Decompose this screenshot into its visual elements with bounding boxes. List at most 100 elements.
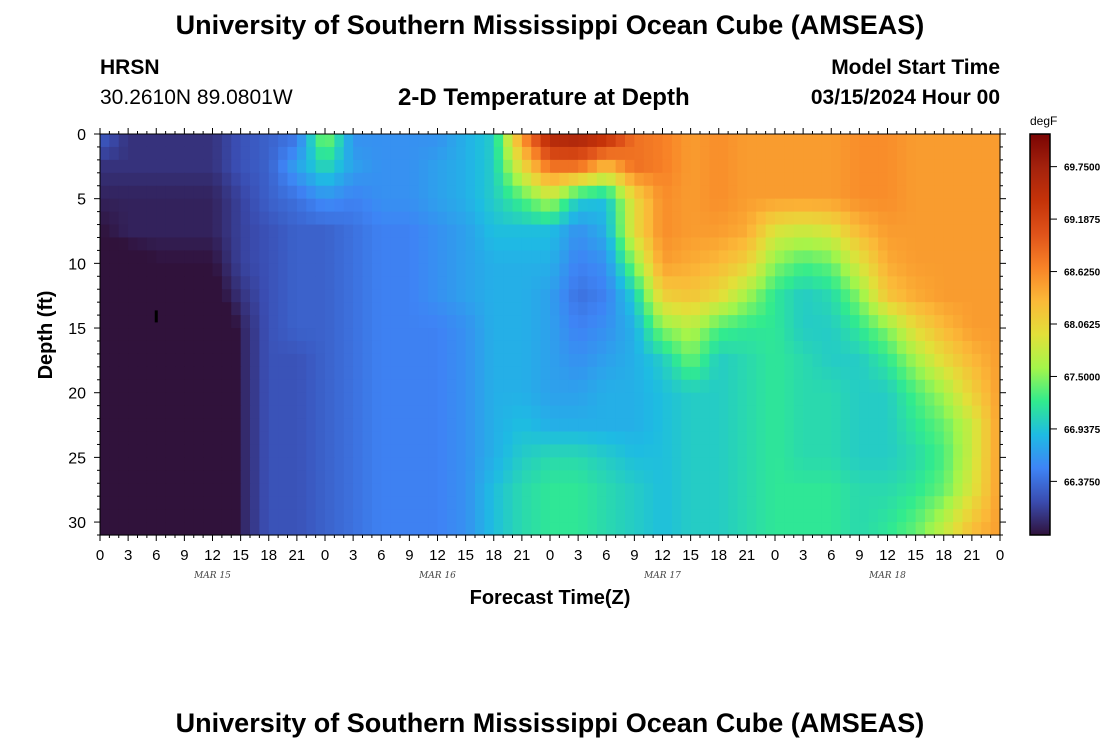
heatmap-cell	[193, 211, 204, 226]
heatmap-cell	[550, 522, 560, 536]
heatmap-cell	[765, 146, 776, 161]
heatmap-cell	[493, 328, 504, 342]
heatmap-cell	[587, 509, 598, 523]
heatmap-cell	[840, 224, 851, 239]
heatmap-cell	[156, 315, 167, 329]
heatmap-cell	[231, 172, 242, 187]
heatmap-cell	[953, 263, 964, 277]
heatmap-cell	[859, 159, 870, 174]
heatmap-cell	[521, 237, 532, 252]
heatmap-cell	[325, 224, 335, 239]
heatmap-cell	[878, 302, 889, 316]
heatmap-cell	[137, 198, 148, 213]
heatmap-cell	[803, 522, 814, 536]
heatmap-cell	[137, 211, 148, 226]
heatmap-cell	[728, 134, 739, 148]
heatmap-cell	[325, 379, 335, 394]
heatmap-cell	[568, 328, 579, 342]
heatmap-cell	[306, 237, 317, 252]
heatmap-cell	[728, 146, 739, 161]
heatmap-cell	[803, 444, 814, 458]
heatmap-cell	[381, 470, 392, 484]
heatmap-cell	[981, 224, 992, 239]
heatmap-cell	[793, 159, 804, 174]
heatmap-cell	[803, 483, 814, 497]
heatmap-cell	[831, 496, 842, 510]
heatmap-cell	[559, 198, 570, 213]
heatmap-cell	[587, 134, 598, 148]
heatmap-cell	[906, 405, 917, 420]
heatmap-cell	[887, 159, 898, 174]
heatmap-cell	[681, 146, 692, 161]
heatmap-cell	[718, 172, 729, 187]
heatmap-cell	[700, 353, 710, 368]
heatmap-cell	[775, 146, 785, 161]
x-tick-label: 6	[377, 547, 385, 564]
heatmap-cell	[662, 431, 673, 446]
heatmap-cell	[971, 315, 982, 329]
heatmap-cell	[437, 431, 448, 446]
heatmap-cell	[953, 328, 964, 342]
heatmap-cell	[315, 431, 326, 446]
heatmap-cell	[175, 198, 185, 213]
heatmap-cell	[296, 134, 307, 148]
heatmap-cell	[109, 276, 120, 290]
heatmap-cell	[418, 496, 429, 510]
heatmap-cell	[221, 392, 232, 407]
heatmap-cell	[878, 483, 889, 497]
heatmap-cell	[821, 211, 832, 226]
heatmap-cell	[100, 237, 110, 252]
heatmap-cell	[428, 146, 439, 161]
heatmap-cell	[212, 470, 223, 484]
heatmap-cell	[231, 496, 242, 510]
heatmap-cell	[287, 289, 298, 303]
heatmap-cell	[165, 340, 176, 355]
heatmap-cell	[634, 444, 645, 458]
heatmap-cell	[484, 328, 495, 342]
heatmap-cell	[915, 353, 926, 368]
heatmap-cell	[353, 134, 364, 148]
heatmap-cell	[156, 522, 167, 536]
heatmap-cell	[231, 159, 242, 174]
heatmap-cell	[737, 185, 748, 200]
heatmap-cell	[625, 211, 635, 226]
heatmap-cell	[240, 185, 251, 200]
heatmap-cell	[756, 366, 767, 381]
heatmap-cell	[512, 392, 523, 407]
heatmap-cell	[437, 263, 448, 277]
heatmap-cell	[653, 211, 664, 226]
heatmap-cell	[315, 509, 326, 523]
heatmap-cell	[146, 198, 157, 213]
heatmap-cell	[943, 470, 954, 484]
heatmap-cell	[493, 289, 504, 303]
heatmap-cell	[690, 134, 701, 148]
x-tick-label: 0	[546, 547, 554, 564]
heatmap-cell	[971, 289, 982, 303]
heatmap-cell	[334, 444, 345, 458]
heatmap-cell	[156, 340, 167, 355]
heatmap-cell	[812, 379, 823, 394]
heatmap-cell	[746, 405, 757, 420]
heatmap-cell	[709, 379, 720, 394]
heatmap-cell	[437, 172, 448, 187]
heatmap-cell	[287, 392, 298, 407]
heatmap-cell	[231, 237, 242, 252]
heatmap-cell	[512, 457, 523, 471]
heatmap-cell	[465, 211, 476, 226]
heatmap-cell	[728, 522, 739, 536]
heatmap-cell	[250, 340, 260, 355]
heatmap-cell	[456, 172, 467, 187]
heatmap-cell	[709, 340, 720, 355]
heatmap-cell	[643, 289, 654, 303]
heatmap-cell	[634, 172, 645, 187]
heatmap-cell	[250, 509, 260, 523]
heatmap-cell	[437, 289, 448, 303]
x-tick-label: 21	[289, 547, 306, 564]
heatmap-cell	[278, 211, 289, 226]
heatmap-cell	[643, 444, 654, 458]
heatmap-cell	[990, 146, 1001, 161]
heatmap-cell	[981, 444, 992, 458]
heatmap-cell	[521, 353, 532, 368]
heatmap-cell	[109, 328, 120, 342]
heatmap-cell	[700, 470, 710, 484]
